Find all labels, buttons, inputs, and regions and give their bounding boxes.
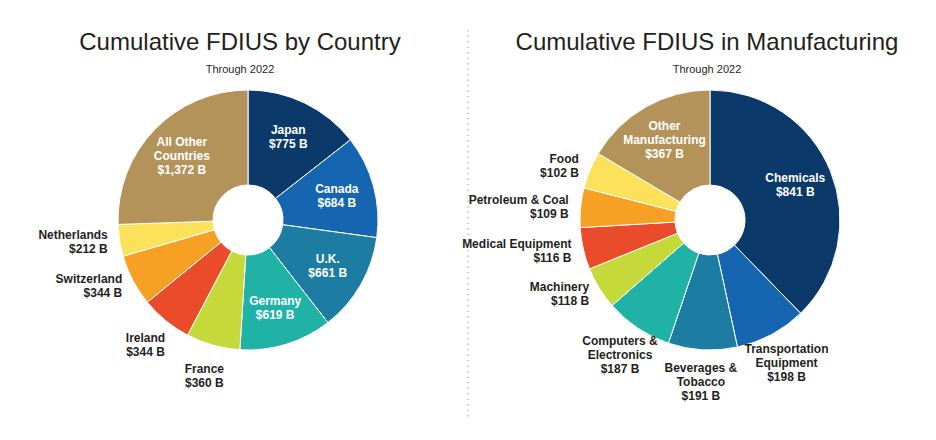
- category-label: Computers &: [582, 334, 658, 348]
- category-label: Transportation: [745, 342, 829, 356]
- chart-subtitle: Through 2022: [206, 63, 275, 75]
- value-label: $102 B: [540, 166, 579, 180]
- data-label: Germany$619 B: [249, 294, 301, 322]
- value-label: $198 B: [767, 370, 806, 384]
- category-label: Medical Equipment: [462, 237, 571, 251]
- data-label: Computers &Electronics$187 B: [582, 334, 658, 376]
- slice: [580, 222, 677, 269]
- category-label: Countries: [154, 149, 210, 163]
- value-label: $116 B: [533, 251, 571, 265]
- value-label: $109 B: [530, 207, 569, 221]
- data-label: Netherlands$212 B: [38, 228, 108, 256]
- data-label: U.K.$661 B: [308, 252, 347, 280]
- pie-group: [580, 90, 840, 350]
- canvas: Cumulative FDIUS by Country Through 2022 J…: [0, 0, 936, 440]
- category-label: Netherlands: [38, 228, 108, 242]
- category-label: Equipment: [756, 356, 818, 370]
- slice: [240, 248, 328, 350]
- label-group: Japan$775 BCanada$684 BU.K.$661 BGermany…: [38, 123, 358, 390]
- data-label: Beverages &Tobacco$191 B: [665, 361, 738, 403]
- data-label: Machinery$118 B: [530, 280, 590, 308]
- divider: [467, 30, 469, 420]
- category-label: Electronics: [588, 348, 653, 362]
- category-label: Food: [549, 152, 578, 166]
- value-label: $212 B: [69, 242, 108, 256]
- category-label: Petroleum & Coal: [469, 193, 569, 207]
- data-label: Switzerland$344 B: [56, 272, 123, 300]
- slice: [118, 90, 248, 224]
- category-label: U.K.: [316, 252, 340, 266]
- category-label: Japan: [271, 123, 306, 137]
- data-label: Food$102 B: [540, 152, 579, 180]
- category-label: Canada: [315, 182, 359, 196]
- value-label: $118 B: [551, 294, 589, 308]
- data-label: Japan$775 B: [269, 123, 308, 151]
- data-label: TransportationEquipment$198 B: [745, 342, 829, 384]
- background: [0, 0, 936, 440]
- category-label: Ireland: [126, 331, 165, 345]
- value-label: $187 B: [601, 362, 640, 376]
- pie-group: [118, 90, 378, 350]
- chart-title: Cumulative FDIUS in Manufacturing: [516, 28, 899, 55]
- value-label: $367 B: [645, 147, 684, 161]
- value-label: $360 B: [185, 376, 224, 390]
- category-label: Machinery: [530, 280, 590, 294]
- slice: [598, 90, 710, 202]
- value-label: $344 B: [84, 286, 123, 300]
- slice: [276, 140, 378, 238]
- chart-title: Cumulative FDIUS by Country: [79, 28, 400, 55]
- data-label: All OtherCountries$1,372 B: [154, 135, 210, 177]
- value-label: $841 B: [776, 185, 815, 199]
- label-group: Chemicals$841 BTransportationEquipment$1…: [462, 119, 828, 403]
- value-label: $684 B: [317, 196, 356, 210]
- slice: [118, 221, 214, 256]
- data-label: Chemicals$841 B: [765, 171, 825, 199]
- value-label: $191 B: [682, 389, 721, 403]
- data-label: Medical Equipment$116 B: [462, 237, 572, 265]
- data-label: Petroleum & Coal$109 B: [469, 193, 569, 221]
- category-label: Other: [648, 119, 680, 133]
- data-label: OtherManufacturing$367 B: [623, 119, 706, 161]
- category-label: Germany: [249, 294, 301, 308]
- value-label: $1,372 B: [157, 163, 206, 177]
- data-label: Canada$684 B: [315, 182, 359, 210]
- chart-subtitle: Through 2022: [673, 63, 742, 75]
- value-label: $344 B: [126, 345, 165, 359]
- category-label: All Other: [157, 135, 208, 149]
- category-label: Tobacco: [677, 375, 725, 389]
- value-label: $775 B: [269, 137, 308, 151]
- value-label: $661 B: [308, 266, 347, 280]
- category-label: France: [185, 362, 225, 376]
- category-label: Beverages &: [665, 361, 738, 375]
- category-label: Chemicals: [765, 171, 825, 185]
- value-label: $619 B: [256, 308, 295, 322]
- data-label: Ireland$344 B: [126, 331, 165, 359]
- data-label: France$360 B: [185, 362, 225, 390]
- category-label: Manufacturing: [623, 133, 706, 147]
- category-label: Switzerland: [56, 272, 123, 286]
